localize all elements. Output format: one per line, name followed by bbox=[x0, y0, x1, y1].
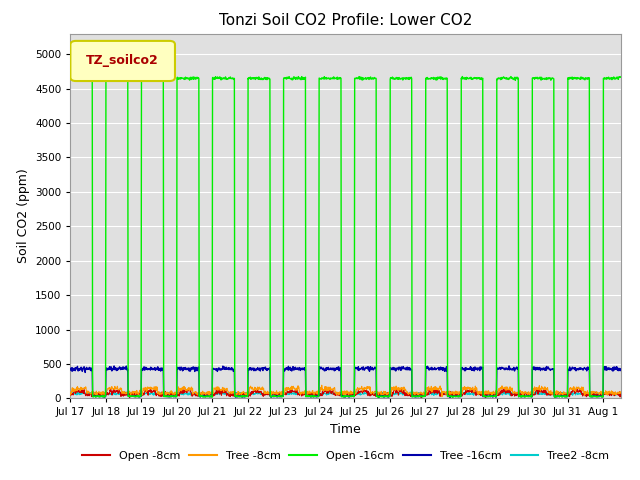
Text: TZ_soilco2: TZ_soilco2 bbox=[86, 54, 159, 68]
Legend: Open -8cm, Tree -8cm, Open -16cm, Tree -16cm, Tree2 -8cm: Open -8cm, Tree -8cm, Open -16cm, Tree -… bbox=[77, 447, 614, 466]
FancyBboxPatch shape bbox=[70, 41, 175, 81]
Y-axis label: Soil CO2 (ppm): Soil CO2 (ppm) bbox=[17, 168, 29, 264]
Title: Tonzi Soil CO2 Profile: Lower CO2: Tonzi Soil CO2 Profile: Lower CO2 bbox=[219, 13, 472, 28]
X-axis label: Time: Time bbox=[330, 423, 361, 436]
